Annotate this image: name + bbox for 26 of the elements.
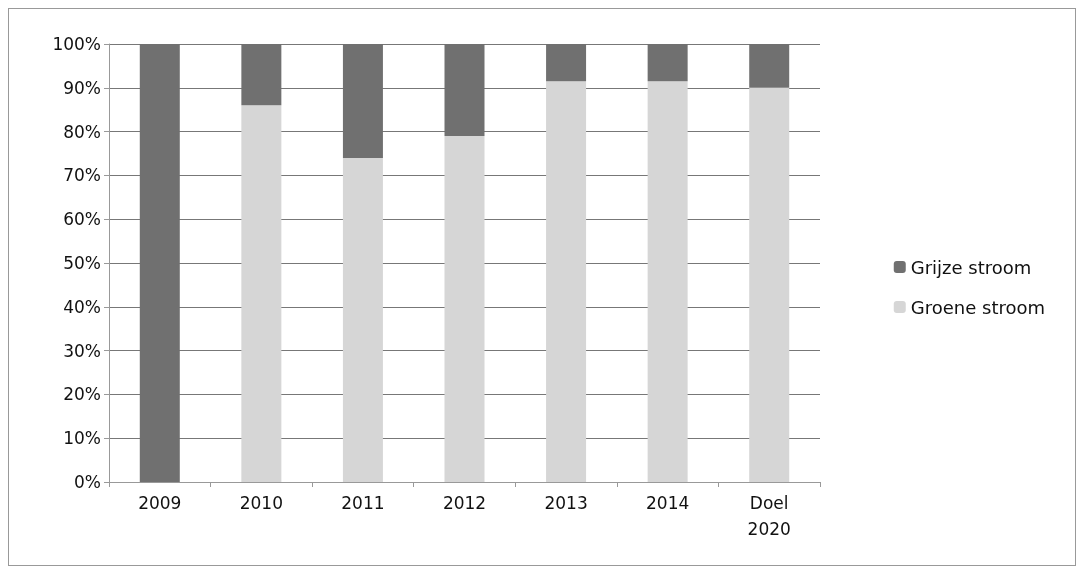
- y-tick-label: 60%: [63, 209, 101, 230]
- y-tick-label: 0%: [74, 472, 101, 492]
- y-tick-label: 10%: [63, 428, 101, 449]
- y-tick-label: 90%: [63, 77, 101, 98]
- x-tick-label: Doel 2020: [747, 493, 791, 539]
- x-tick-label: 2010: [239, 493, 283, 513]
- bar: [546, 81, 587, 482]
- x-tick-label: 2011: [341, 493, 385, 513]
- y-tick-label: 80%: [63, 121, 101, 142]
- x-tick-label: 2014: [646, 493, 690, 513]
- y-tick-label: 100%: [52, 34, 101, 54]
- x-tick-label: 2012: [442, 493, 487, 513]
- bar: [241, 105, 282, 482]
- legend-label: Grijze stroom: [910, 256, 1032, 278]
- y-tick-label: 30%: [63, 340, 101, 361]
- legend-label: Groene stroom: [910, 296, 1046, 318]
- bar: [749, 87, 790, 482]
- bar: [444, 135, 485, 482]
- y-tick-label: 70%: [63, 165, 101, 186]
- x-tick-label: 2009: [138, 493, 182, 513]
- y-tick-label: 50%: [63, 253, 101, 273]
- bar: [647, 81, 688, 482]
- y-tick-label: 40%: [63, 296, 101, 317]
- y-tick-label: 20%: [63, 384, 101, 405]
- bar: [342, 157, 383, 482]
- x-tick-label: 2013: [544, 493, 588, 513]
